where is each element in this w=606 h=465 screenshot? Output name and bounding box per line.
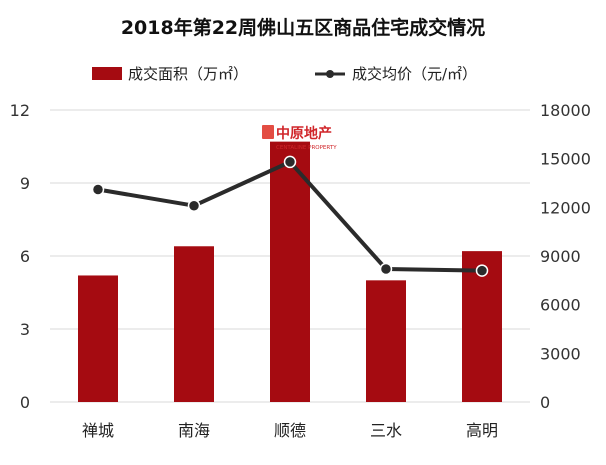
x-axis-tick-label: 三水 xyxy=(370,421,402,440)
x-axis-tick-label: 高明 xyxy=(466,421,498,440)
right-axis-tick-label: 6000 xyxy=(540,296,581,315)
legend-bar-label: 成交面积（万㎡） xyxy=(128,65,248,83)
watermark-icon xyxy=(262,125,274,139)
watermark-text: 中原地产 xyxy=(276,125,332,142)
line-point xyxy=(283,155,297,169)
legend-line-label: 成交均价（元/㎡） xyxy=(352,65,477,83)
legend-line-marker xyxy=(326,70,334,78)
watermark-logo: 中原地产 CENTALINE PROPERTY xyxy=(262,125,337,151)
bar-series xyxy=(78,141,502,402)
bar xyxy=(78,275,118,402)
x-axis-tick-label: 南海 xyxy=(178,421,210,440)
line-point xyxy=(187,199,201,212)
bar xyxy=(270,141,310,402)
x-axis-tick-label: 顺德 xyxy=(274,421,306,440)
right-axis-tick-label: 9000 xyxy=(540,247,581,266)
right-axis: 0 3000 6000 9000 12000 15000 18000 xyxy=(540,101,591,412)
right-axis-tick-label: 15000 xyxy=(540,150,591,169)
right-axis-tick-label: 18000 xyxy=(540,101,591,120)
bar xyxy=(366,280,406,402)
left-axis: 0 3 6 9 12 xyxy=(10,101,30,412)
chart-title: 2018年第22周佛山五区商品住宅成交情况 xyxy=(121,16,485,39)
right-axis-tick-label: 12000 xyxy=(540,198,591,217)
bar xyxy=(174,246,214,402)
left-axis-tick-label: 6 xyxy=(20,247,30,266)
legend: 成交面积（万㎡） 成交均价（元/㎡） xyxy=(92,65,477,83)
left-axis-tick-label: 12 xyxy=(10,101,30,120)
left-axis-tick-label: 3 xyxy=(20,320,30,339)
right-axis-tick-label: 0 xyxy=(540,393,550,412)
watermark-subtext: CENTALINE PROPERTY xyxy=(276,145,337,151)
line-series xyxy=(91,155,489,277)
line-point xyxy=(475,264,489,277)
x-axis-tick-label: 禅城 xyxy=(82,421,114,440)
legend-bar-swatch xyxy=(92,67,122,80)
left-axis-tick-label: 9 xyxy=(20,174,30,193)
left-axis-tick-label: 0 xyxy=(20,393,30,412)
line-point xyxy=(91,183,105,196)
line-point xyxy=(379,262,393,276)
x-axis-labels: 禅城 南海 顺德 三水 高明 xyxy=(82,421,498,440)
right-axis-tick-label: 3000 xyxy=(540,344,581,363)
